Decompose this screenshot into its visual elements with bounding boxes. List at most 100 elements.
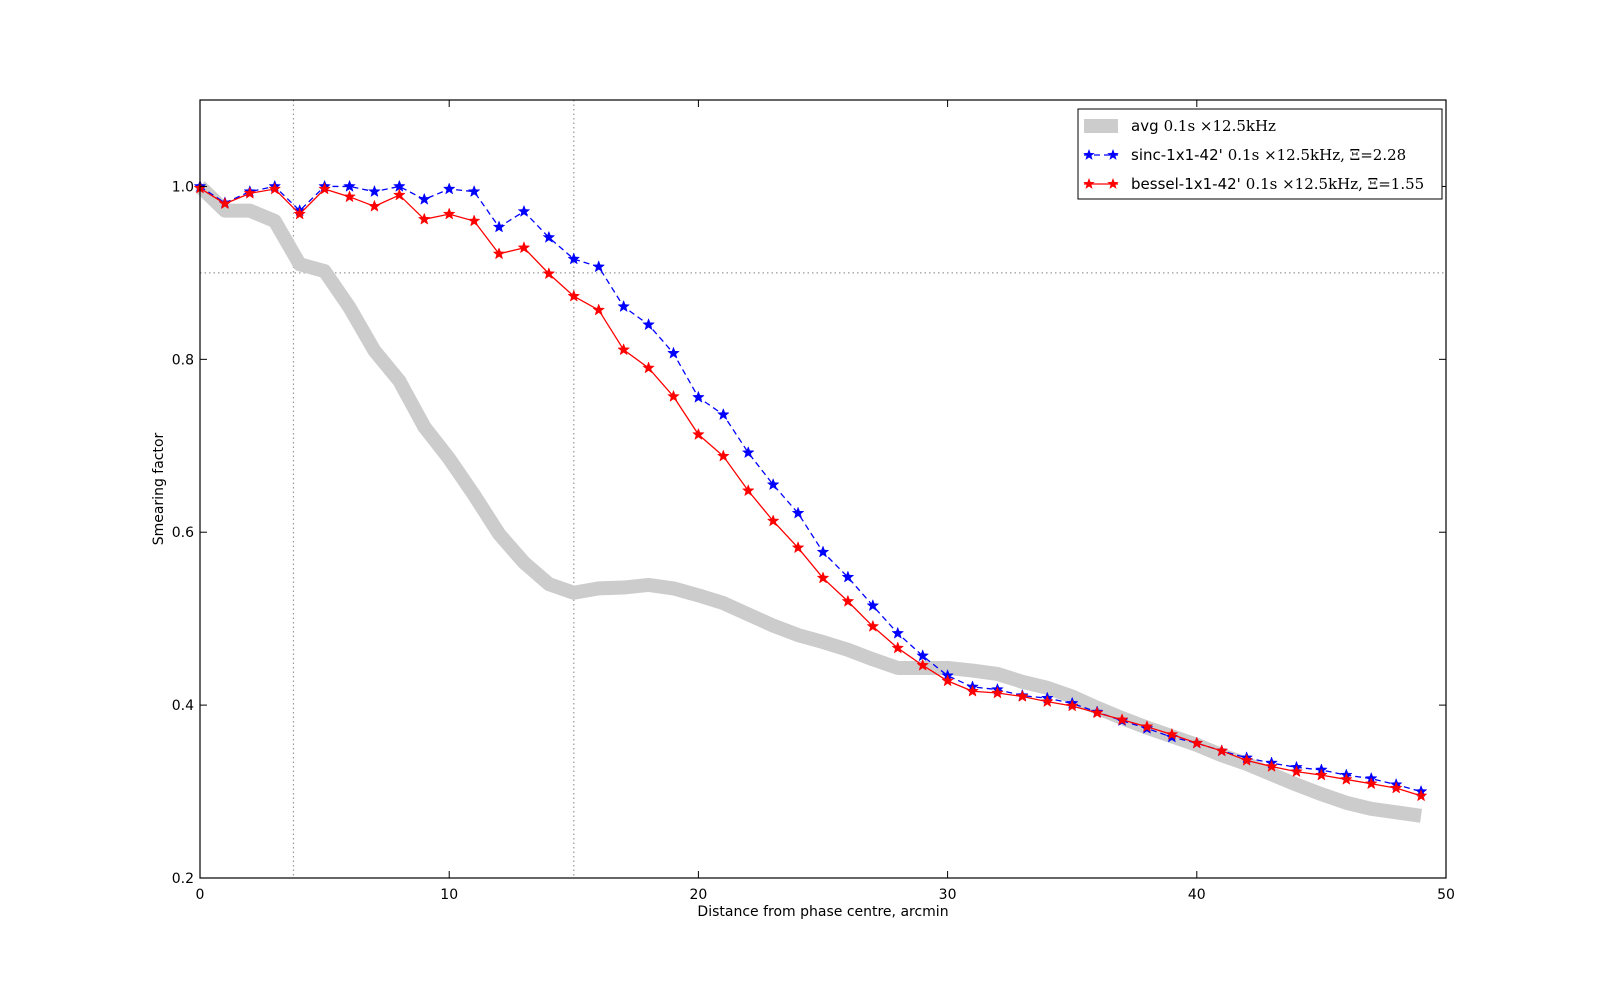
bessel-data-point [1065, 699, 1079, 712]
sinc-data-point [343, 179, 356, 192]
sinc-data-point [716, 407, 730, 421]
sinc-data-point [692, 390, 705, 403]
bessel-data-point [1040, 694, 1054, 708]
bessel-data-point [1240, 753, 1254, 766]
series-layer [193, 179, 1428, 823]
x-tick-label: 40 [1188, 887, 1206, 903]
sinc-data-point [542, 230, 556, 243]
bessel-data-point [866, 619, 880, 632]
bessel-data-point [442, 207, 456, 220]
legend-box [1077, 108, 1443, 200]
y-tick-label: 0.4 [172, 698, 194, 714]
sinc-data-point [592, 260, 606, 273]
legend: avg 0.1s ×12.5kHz sinc-1x1-42' 0.1s ×12.5kH… [1077, 108, 1443, 200]
bessel-data-point [642, 361, 655, 374]
bessel-data-point [1115, 713, 1129, 726]
bessel-data-point [716, 449, 730, 462]
x-tick-label: 30 [939, 887, 957, 903]
x-axis-label: Distance from phase centre, arcmin [697, 904, 948, 920]
x-tick-label: 0 [196, 887, 205, 903]
bessel-data-point [567, 289, 581, 302]
bessel-data-point [417, 212, 431, 225]
bessel-data-point [218, 197, 232, 210]
bessel-data-point [343, 190, 356, 203]
bessel-data-point [542, 267, 556, 280]
sinc-data-point [442, 182, 456, 195]
x-tick-label: 20 [689, 887, 707, 903]
sinc-data-point [866, 598, 880, 612]
bessel-data-point [966, 684, 979, 697]
legend-handle-star [1083, 178, 1095, 189]
y-tick-label: 0.6 [172, 525, 194, 541]
bessel-data-point [467, 214, 481, 227]
sinc-data-point [816, 545, 830, 558]
bessel-data-point [1015, 689, 1029, 702]
legend-entry-label: sinc-1x1-42' 0.1s ×12.5kHz, Ξ=2.28 [1131, 146, 1406, 164]
bessel-data-point [891, 641, 905, 654]
sinc-data-point [417, 192, 431, 205]
bessel-data-point [1290, 764, 1303, 778]
bessel-data-point [1339, 772, 1353, 785]
bessel-data-point [492, 247, 506, 260]
y-axis-label: Smearing factor [151, 432, 167, 545]
bessel-data-point [517, 241, 531, 254]
sinc-data-point [916, 649, 930, 662]
reference-lines [200, 100, 1446, 878]
series-2 [193, 181, 1428, 802]
y-tick-label: 0.8 [172, 352, 194, 368]
bessel-data-point [293, 207, 307, 220]
bessel-data-point [268, 182, 282, 195]
legend-entry-label: avg 0.1s ×12.5kHz [1131, 117, 1276, 135]
series-0 [195, 181, 1423, 823]
bessel-data-point [1265, 759, 1278, 772]
sinc-data-point [368, 184, 381, 198]
sinc-data-point [667, 346, 680, 359]
legend-entry-suffix: 0.1s ×12.5kHz [1164, 117, 1276, 135]
sinc-data-point [741, 445, 755, 459]
bessel-data-point [692, 427, 705, 440]
y-tick-label: 1.0 [172, 179, 194, 195]
bessel-data-point [791, 541, 805, 554]
legend-entry-suffix: 0.1s ×12.5kHz, Ξ=1.55 [1246, 175, 1424, 193]
sinc-data-point [617, 299, 631, 313]
legend-handle-star [1107, 149, 1119, 160]
legend-entry-suffix: 0.1s ×12.5kHz, Ξ=2.28 [1228, 146, 1406, 164]
sinc-data-point [891, 626, 905, 639]
bessel-data-point [941, 674, 954, 687]
bessel-data-point [991, 686, 1004, 699]
legend-handle-star [1107, 178, 1119, 189]
sinc-data-point [467, 184, 481, 198]
series-sinc-line [199, 185, 1422, 793]
bessel-data-point [1140, 720, 1154, 733]
bessel-data-point [1215, 744, 1229, 757]
bessel-data-point [592, 303, 606, 316]
bessel-data-point [667, 389, 680, 402]
x-tick-label: 10 [440, 887, 458, 903]
legend-handle-star [1083, 149, 1095, 160]
x-tick-label: 50 [1437, 887, 1455, 903]
bessel-data-point [1315, 768, 1328, 781]
bessel-data-point [841, 594, 855, 607]
bessel-data-point [1090, 706, 1104, 719]
sinc-data-point [841, 570, 855, 583]
bessel-data-point [243, 186, 257, 199]
bessel-data-point [617, 343, 631, 356]
sinc-data-point [766, 477, 780, 491]
bessel-data-point [741, 484, 755, 497]
plot-frame [199, 99, 1447, 879]
bessel-data-point [1414, 789, 1428, 802]
bessel-data-point [368, 199, 381, 212]
bessel-data-point [1190, 736, 1204, 749]
bessel-data-point [318, 182, 331, 195]
sinc-data-point [517, 204, 531, 217]
legend-entry-label: bessel-1x1-42' 0.1s ×12.5kHz, Ξ=1.55 [1131, 175, 1424, 193]
bessel-data-point [816, 571, 830, 584]
bessel-data-point [392, 188, 406, 201]
sinc-data-point [567, 252, 581, 265]
bessel-data-point [916, 658, 930, 671]
sinc-data-point [642, 318, 655, 331]
bessel-data-point [766, 514, 780, 527]
y-tick-label: 0.2 [172, 871, 194, 887]
bessel-data-point [1165, 727, 1179, 740]
